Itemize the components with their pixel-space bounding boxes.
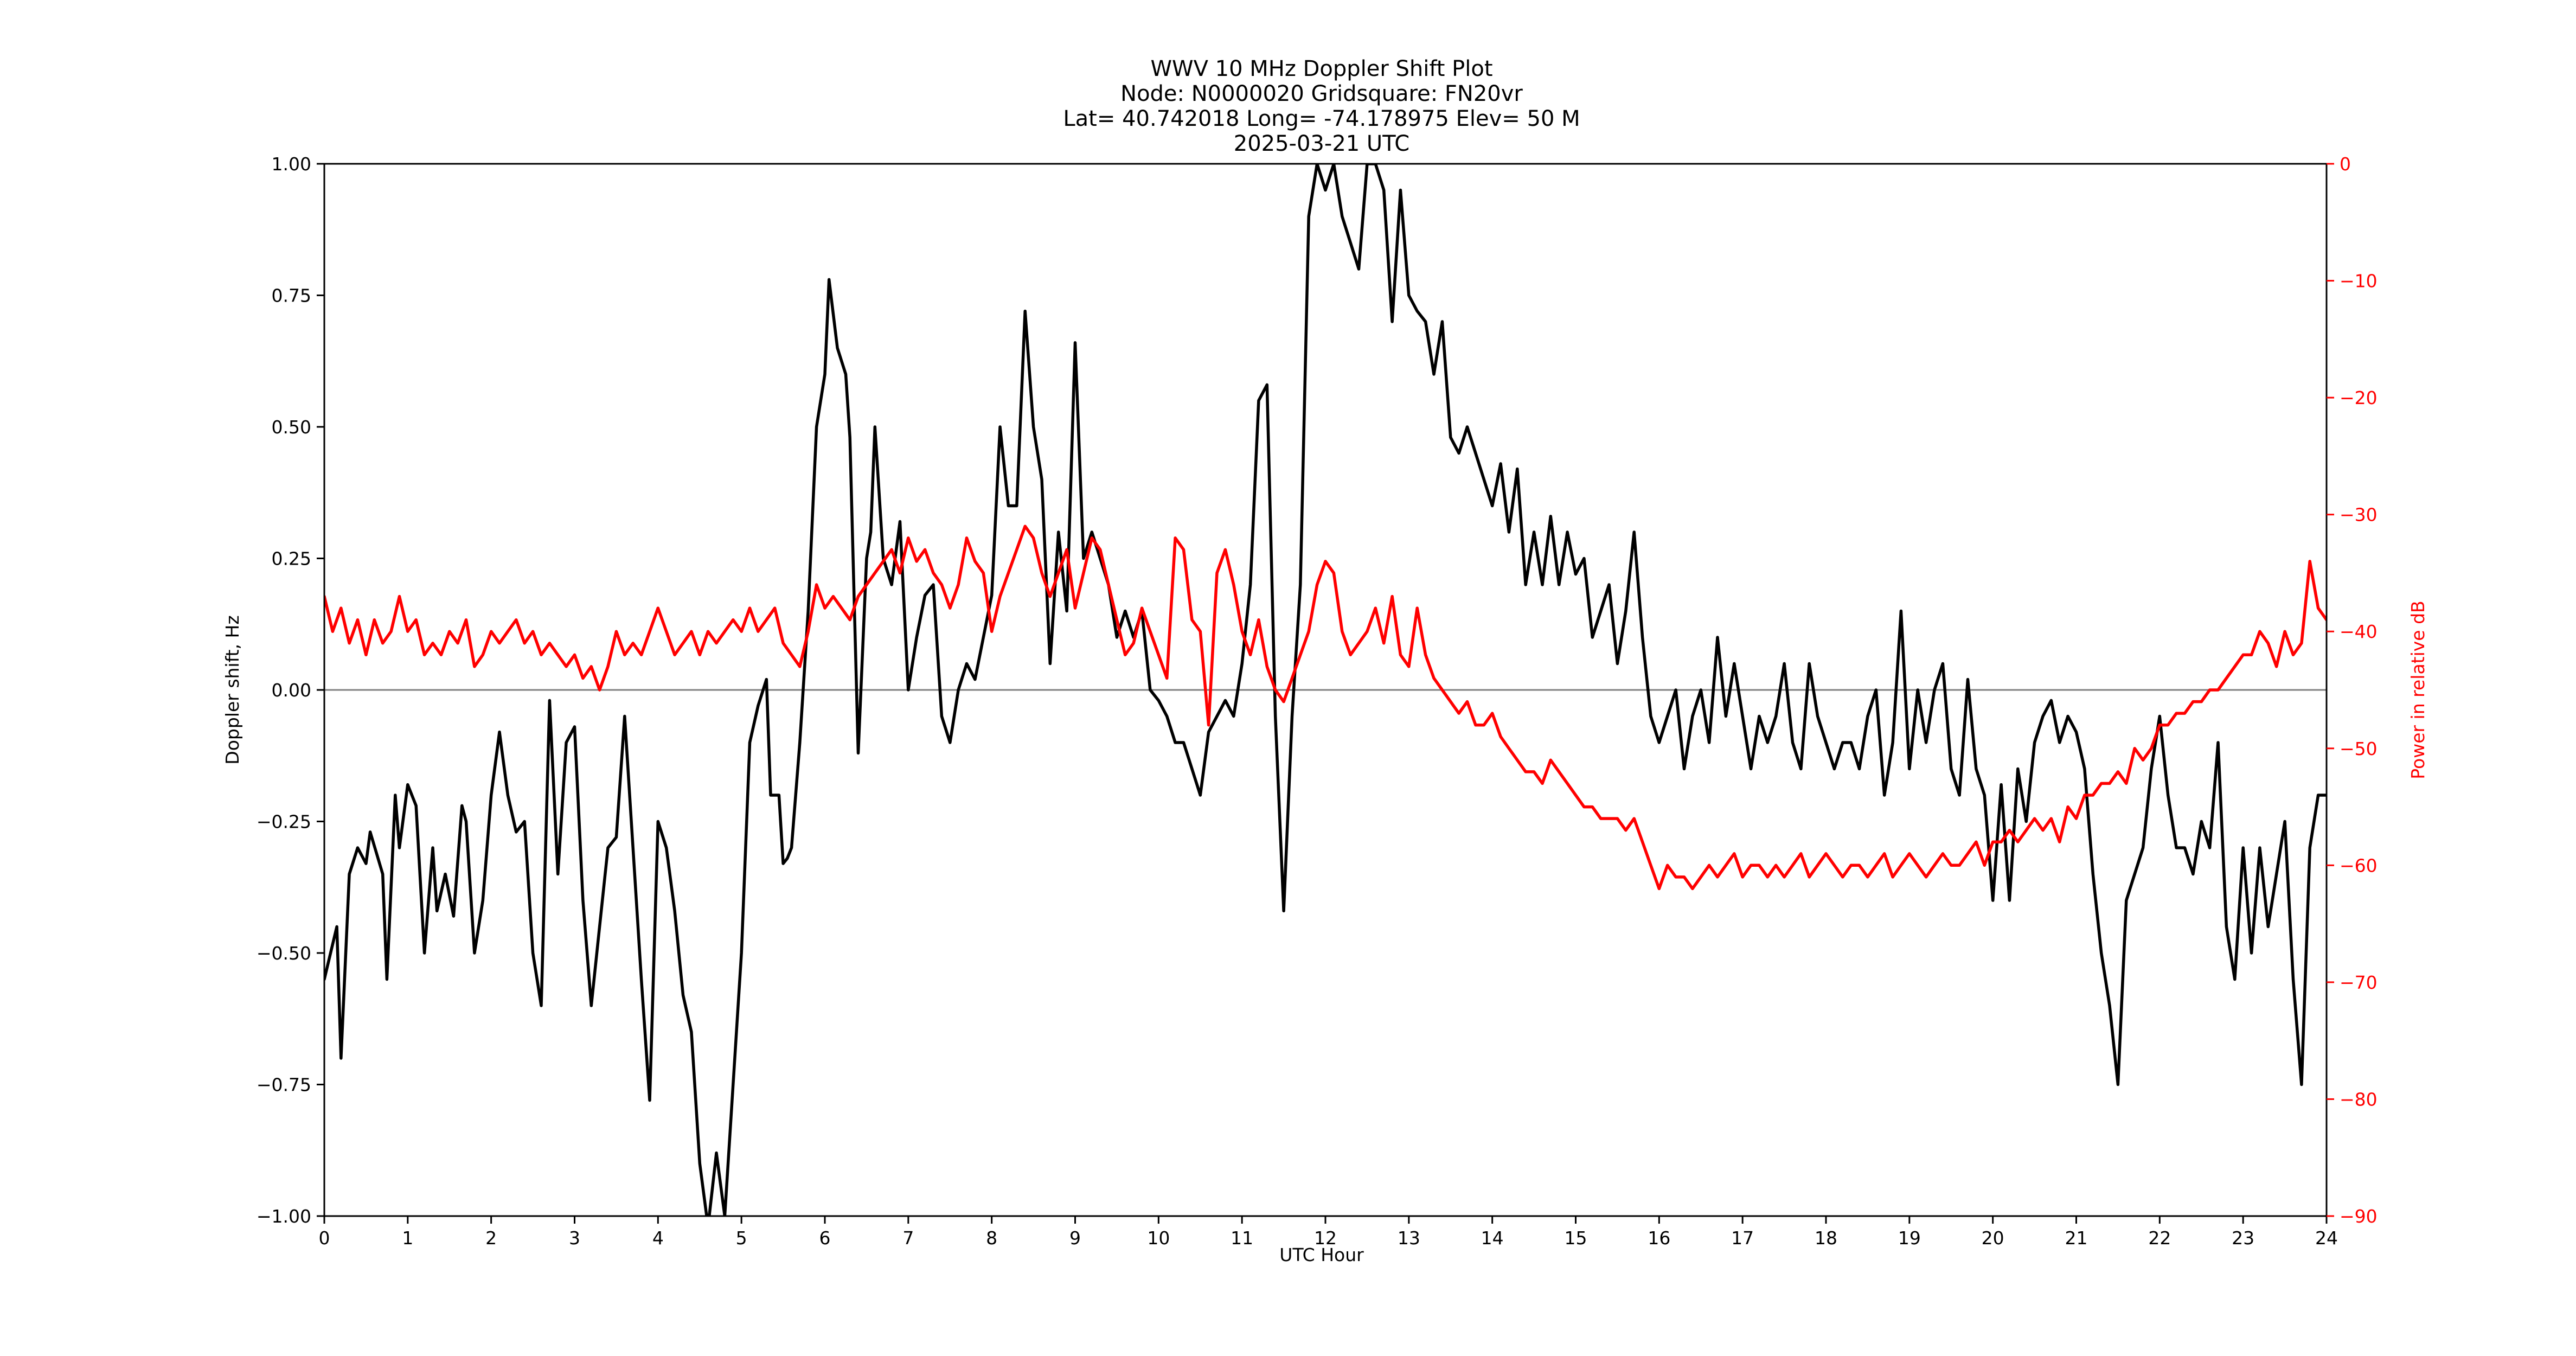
y-tick-label: 0.00 xyxy=(272,680,311,701)
y2-tick-label: −40 xyxy=(2340,621,2378,642)
series-group xyxy=(324,164,2327,1216)
y2-tick-label: −10 xyxy=(2340,271,2378,292)
y-tick-label: 1.00 xyxy=(272,153,311,175)
x-tick-label: 1 xyxy=(402,1227,413,1249)
y2-tick-label: 0 xyxy=(2340,153,2351,175)
x-tick-label: 15 xyxy=(1565,1227,1587,1249)
y-tick-label: −0.50 xyxy=(257,943,311,964)
x-tick-label: 18 xyxy=(1815,1227,1837,1249)
title-line-3: Lat= 40.742018 Long= -74.178975 Elev= 50… xyxy=(1063,106,1580,131)
power-series-line xyxy=(324,525,2327,891)
y2-tick-label: −60 xyxy=(2340,855,2378,876)
x-tick-label: 11 xyxy=(1231,1227,1253,1249)
x-tick-label: 2 xyxy=(485,1227,497,1249)
x-tick-label: 8 xyxy=(986,1227,997,1249)
x-tick-label: 23 xyxy=(2232,1227,2254,1249)
x-tick-label: 16 xyxy=(1648,1227,1670,1249)
x-axis: 0 1 2 3 4 5 6 7 8 9 10 11 12 13 14 15 16 17 18 19 20 21 22 23 24 xyxy=(319,1216,2338,1249)
title-line-2: Node: N0000020 Gridsquare: FN20vr xyxy=(1120,81,1523,106)
x-tick-label: 19 xyxy=(1898,1227,1921,1249)
y-tick-label: 0.25 xyxy=(272,548,311,570)
x-tick-label: 24 xyxy=(2315,1227,2338,1249)
y2-tick-label: −30 xyxy=(2340,504,2378,526)
x-tick-label: 6 xyxy=(819,1227,831,1249)
y-tick-label: −1.00 xyxy=(257,1206,311,1227)
x-tick-label: 4 xyxy=(652,1227,664,1249)
x-tick-label: 3 xyxy=(569,1227,580,1249)
title-line-1: WWV 10 MHz Doppler Shift Plot xyxy=(1150,56,1492,81)
chart-title: WWV 10 MHz Doppler Shift Plot Node: N000… xyxy=(1063,56,1580,156)
x-tick-label: 0 xyxy=(319,1227,330,1249)
y-tick-label: 0.75 xyxy=(272,285,311,306)
y-tick-label: 0.50 xyxy=(272,417,311,438)
x-tick-label: 10 xyxy=(1147,1227,1170,1249)
y2-axis-label: Power in relative dB xyxy=(2407,600,2428,779)
x-tick-label: 14 xyxy=(1481,1227,1504,1249)
y-axis-label: Doppler shift, Hz xyxy=(222,615,243,764)
x-tick-label: 21 xyxy=(2065,1227,2088,1249)
y-axis-left: 1.00 0.75 0.50 0.25 0.00 −0.25 −0.50 −0.75 −1.00 xyxy=(257,153,324,1227)
doppler-series-line xyxy=(324,164,2327,1216)
y2-tick-label: −90 xyxy=(2340,1206,2378,1227)
y-tick-label: −0.75 xyxy=(257,1074,311,1096)
x-tick-label: 22 xyxy=(2148,1227,2171,1249)
y2-tick-label: −70 xyxy=(2340,972,2378,993)
y2-tick-label: −50 xyxy=(2340,738,2378,759)
y-tick-label: −0.25 xyxy=(257,811,311,833)
x-tick-label: 20 xyxy=(1982,1227,2004,1249)
x-tick-label: 9 xyxy=(1069,1227,1081,1249)
y2-tick-label: −20 xyxy=(2340,387,2378,408)
x-axis-label: UTC Hour xyxy=(1279,1244,1364,1265)
y2-tick-label: −80 xyxy=(2340,1089,2378,1110)
x-tick-label: 7 xyxy=(902,1227,914,1249)
x-tick-label: 5 xyxy=(736,1227,747,1249)
y-axis-right: 0 −10 −20 −30 −40 −50 −60 −70 −80 −90 xyxy=(2327,153,2378,1227)
x-tick-label: 17 xyxy=(1731,1227,1754,1249)
title-line-4: 2025-03-21 UTC xyxy=(1234,131,1409,156)
x-tick-label: 12 xyxy=(1314,1227,1337,1249)
x-tick-label: 13 xyxy=(1398,1227,1420,1249)
